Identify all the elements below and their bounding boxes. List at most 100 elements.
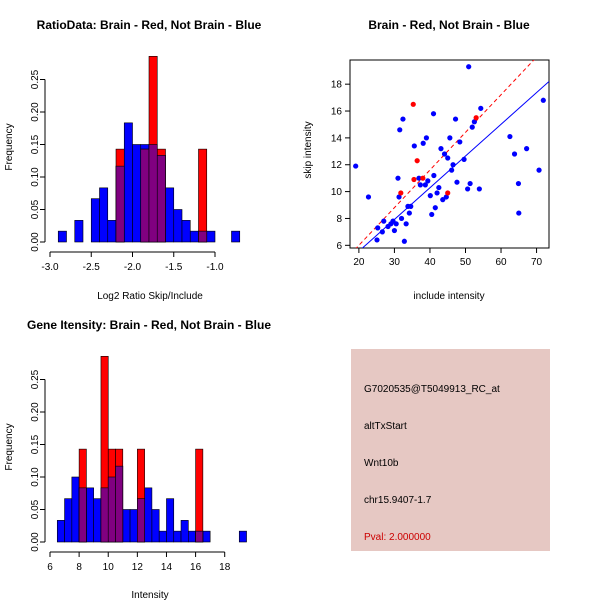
scatter-blue-point	[420, 140, 426, 146]
scatter-blue-point	[445, 155, 451, 161]
ratio-hist-blue-bar	[107, 220, 117, 243]
scatter-marks	[353, 60, 549, 248]
genomic-location: chr15.9407-1.7	[364, 495, 432, 506]
scatter-blue-point	[436, 184, 442, 191]
scatter-x-tick-label: 20	[353, 257, 365, 268]
ratio-hist-y-tick-label: 0.00	[30, 232, 41, 252]
scatter-blue-point	[391, 227, 398, 234]
scatter-ylabel: skip intensity	[303, 121, 314, 178]
gene-hist-x-tick-label: 18	[219, 562, 231, 573]
scatter-blue-point	[395, 175, 401, 181]
scatter-blue-point	[396, 194, 402, 200]
scatter-title: Brain - Red, Not Brain - Blue	[368, 18, 530, 32]
scatter-blue-point	[476, 186, 482, 192]
ratio-hist-y-tick-label: 0.20	[30, 102, 41, 122]
gene-hist-blue-bar	[180, 520, 189, 543]
scatter-blue-point	[353, 163, 359, 169]
ratio-hist-overlap-bar	[156, 155, 166, 243]
scatter-blue-point	[427, 193, 433, 199]
gene-hist-y-tick-label: 0.00	[30, 532, 41, 552]
scatter-blue-point	[443, 194, 449, 200]
scatter-x-tick-label: 70	[531, 257, 543, 268]
scatter-red-point	[473, 115, 479, 121]
gene-hist-blue-bar	[71, 476, 80, 543]
scatter-blue-point	[374, 237, 380, 243]
scatter-blue-point	[434, 190, 440, 196]
scatter-red-point	[411, 176, 417, 183]
scatter-blue-point	[422, 182, 428, 188]
scatter-blue-point	[403, 221, 409, 227]
gene-hist-x-tick-label: 12	[132, 562, 144, 573]
scatter-blue-point	[507, 133, 513, 140]
gene-hist-blue-bar	[173, 530, 182, 543]
gene-hist-y-tick-label: 0.10	[30, 467, 41, 487]
scatter-blue-point	[400, 116, 406, 122]
scatter-blue-point	[466, 64, 472, 70]
ratio-hist-blue-bar	[189, 230, 199, 243]
scatter-blue-point	[515, 180, 522, 187]
scatter-blue-point	[461, 156, 467, 162]
gene-hist-overlap-bar	[107, 476, 116, 543]
gene-hist-blue-bar	[151, 509, 160, 543]
scatter-blue-point	[467, 180, 473, 187]
scatter-blue-point	[425, 178, 431, 184]
scatter-blue-point	[450, 162, 456, 168]
pvalue-text: Pval: 2.000000	[364, 532, 431, 543]
scatter-blue-point	[447, 135, 453, 141]
gene-hist-blue-bar	[166, 498, 175, 543]
gene-name: Wnt10b	[364, 458, 399, 469]
gene-hist-blue-bar	[144, 487, 153, 543]
scatter-blue-point	[401, 238, 407, 244]
gene-histogram-ylabel: Frequency	[4, 423, 15, 470]
scatter-blue-point	[393, 221, 399, 227]
ratio-hist-y-tick-label: 0.10	[30, 167, 41, 187]
gene-hist-blue-bar	[202, 530, 211, 543]
scatter-blue-point	[408, 203, 414, 209]
gene-histogram-title: Gene Itensity: Brain - Red, Not Brain - …	[27, 318, 271, 332]
gene-hist-y-tick-label: 0.15	[30, 434, 41, 454]
ratio-histogram-title: RatioData: Brain - Red, Not Brain - Blue	[37, 18, 262, 32]
scatter-blue-point	[411, 143, 417, 149]
ratio-hist-overlap-bar	[148, 144, 158, 243]
gene-hist-x-tick-label: 8	[76, 562, 82, 573]
gene-hist-x-tick-label: 14	[161, 562, 173, 573]
ratio-hist-y-tick-label: 0.15	[30, 134, 41, 154]
scatter-blue-point	[417, 182, 423, 188]
scatter-blue-point	[449, 167, 455, 173]
scatter-blue-point	[431, 172, 437, 179]
scatter-y-tick-label: 6	[336, 241, 342, 252]
gene-hist-blue-bar	[86, 487, 94, 543]
scatter-red-fit-line	[355, 60, 535, 248]
gene-histogram-bars	[56, 355, 247, 543]
probe-id: G7020535@T5049913_RC_at	[364, 384, 500, 395]
scatter-x-tick-label: 60	[495, 257, 507, 268]
gene-hist-overlap-bar	[195, 530, 204, 543]
gene-hist-overlap-bar	[115, 465, 124, 543]
scatter-axes: 20 30 40 50 60 70 6 8 10 12 14 16 18	[331, 80, 543, 268]
scatter-clip-group	[353, 60, 549, 248]
gene-hist-x-tick-label: 6	[47, 562, 53, 573]
scatter-blue-point	[440, 197, 446, 203]
scatter-blue-point	[454, 179, 460, 185]
scatter-red-point	[445, 190, 451, 196]
gene-hist-overlap-bar	[100, 487, 109, 543]
scatter-blue-point	[516, 210, 522, 216]
scatter-x-tick-label: 30	[389, 257, 401, 268]
scatter-blue-point	[365, 194, 372, 200]
scatter-blue-point	[452, 116, 459, 122]
gene-hist-blue-bar	[188, 530, 196, 543]
scatter-red-point	[420, 175, 426, 181]
gene-hist-overlap-bar	[137, 498, 145, 543]
scatter-blue-point	[471, 119, 477, 125]
scatter-blue-point	[465, 186, 471, 192]
scatter-y-tick-label: 8	[336, 214, 342, 225]
scatter-y-tick-label: 12	[331, 160, 343, 171]
scatter-y-tick-label: 14	[331, 133, 343, 144]
gene-hist-y-tick-label: 0.20	[30, 402, 41, 422]
scatter-y-tick-label: 10	[331, 187, 343, 198]
ratio-hist-y-tick-label: 0.05	[30, 199, 41, 219]
scatter-blue-point	[430, 111, 437, 117]
scatter-blue-point	[375, 225, 381, 231]
gene-hist-y-tick-label: 0.05	[30, 499, 41, 519]
